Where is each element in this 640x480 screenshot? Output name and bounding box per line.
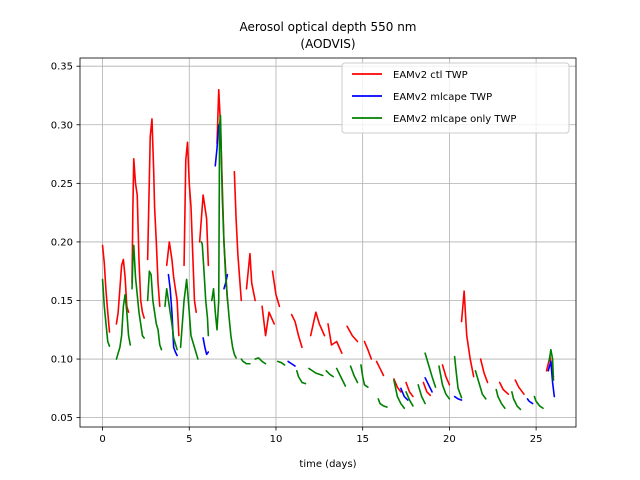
legend-label-mlcape-only: EAMv2 mlcape only TWP <box>393 114 516 125</box>
series-line-segment <box>131 157 145 319</box>
x-tick-label: 15 <box>356 434 369 445</box>
series-line-segment <box>405 391 414 407</box>
series-line-segment <box>309 311 326 337</box>
series-line-segment <box>393 378 402 393</box>
series-line-segment <box>495 388 506 410</box>
series-line-segment <box>511 391 522 411</box>
y-tick-label: 0.25 <box>51 179 73 190</box>
series-line-segment <box>290 313 303 349</box>
series-line-segment <box>479 358 489 384</box>
series-line-segment <box>453 395 463 401</box>
series-line-segment <box>202 337 210 356</box>
series-line-segment <box>424 352 437 388</box>
series-line-segment <box>295 369 307 385</box>
series-line-segment <box>453 355 463 399</box>
series-line-segment <box>200 241 210 337</box>
series-line-segment <box>179 278 199 360</box>
legend-box <box>341 62 570 134</box>
series-line-segment <box>393 379 406 410</box>
series-2 <box>101 114 555 411</box>
series-line-segment <box>101 244 111 333</box>
y-tick-label: 0.15 <box>51 296 73 307</box>
series-line-segment <box>233 170 243 302</box>
series-line-segment <box>405 381 414 398</box>
series-line-segment <box>400 387 409 401</box>
series-line-segment <box>377 398 388 408</box>
y-tick-label: 0.30 <box>51 120 73 131</box>
series-0 <box>101 88 555 398</box>
series-line-segment <box>261 305 276 337</box>
series-line-segment <box>276 360 286 366</box>
series-line-segment <box>211 114 237 359</box>
series-line-segment <box>254 357 267 365</box>
x-tick-label: 0 <box>99 434 105 445</box>
series-line-segment <box>146 118 161 308</box>
series-line-segment <box>245 252 256 302</box>
series-line-segment <box>308 367 324 377</box>
series-line-segment <box>533 395 544 410</box>
legend-label-ctl: EAMv2 ctl TWP <box>393 70 468 81</box>
series-line-segment <box>460 290 475 378</box>
series-line-segment <box>335 367 347 387</box>
series-line-segment <box>183 141 197 314</box>
series-line-segment <box>547 360 556 398</box>
series-line-segment <box>198 194 210 267</box>
axis-ticks: 0 5 10 15 20 25 0.05 0.10 0.15 0.20 0.25 0.30 0.35 <box>51 62 543 445</box>
series-line-segment <box>474 369 487 400</box>
y-tick-label: 0.35 <box>51 62 73 73</box>
series-line-segment <box>375 360 385 377</box>
series-line-segment <box>363 340 373 360</box>
y-tick-label: 0.10 <box>51 355 73 366</box>
chart-subtitle: (AODVIS) <box>300 37 355 51</box>
x-tick-label: 5 <box>186 434 192 445</box>
series-line-segment <box>325 369 335 378</box>
series-line-segment <box>131 244 145 339</box>
series-line-segment <box>287 360 296 367</box>
plot-area-frame <box>79 57 577 428</box>
series-line-segment <box>526 398 534 405</box>
series-line-segment <box>271 270 281 308</box>
series-line-segment <box>115 293 132 360</box>
series-line-segment <box>441 364 451 386</box>
series-line-segment <box>349 365 359 384</box>
y-tick-label: 0.05 <box>51 413 73 424</box>
series-line-segment <box>214 123 220 167</box>
series-line-segment <box>327 323 343 355</box>
chart-title: Aerosol optical depth 550 nm <box>240 20 417 34</box>
series-line-segment <box>360 364 369 388</box>
series-line-segment <box>164 287 178 351</box>
x-tick-label: 20 <box>443 434 456 445</box>
series-line-segment <box>165 241 180 337</box>
series-line-segment <box>438 365 451 400</box>
x-axis-label: time (days) <box>299 459 356 470</box>
series-line-segment <box>548 348 555 381</box>
series-lines <box>101 88 556 411</box>
series-line-segment <box>417 384 426 405</box>
legend-label-mlcape: EAMv2 mlcape TWP <box>393 92 492 103</box>
x-tick-label: 10 <box>270 434 283 445</box>
y-tick-label: 0.20 <box>51 237 73 248</box>
series-line-segment <box>498 381 510 396</box>
series-line-segment <box>514 379 525 396</box>
series-line-segment <box>240 358 251 365</box>
series-line-segment <box>424 376 433 393</box>
grid-lines <box>80 58 576 427</box>
series-line-segment <box>101 278 111 347</box>
series-line-segment <box>146 270 163 351</box>
series-line-segment <box>422 381 432 397</box>
series-line-segment <box>346 325 359 343</box>
legend: EAMv2 ctl TWP EAMv2 mlcape TWP EAMv2 mlc… <box>341 62 570 134</box>
x-tick-label: 25 <box>530 434 543 445</box>
